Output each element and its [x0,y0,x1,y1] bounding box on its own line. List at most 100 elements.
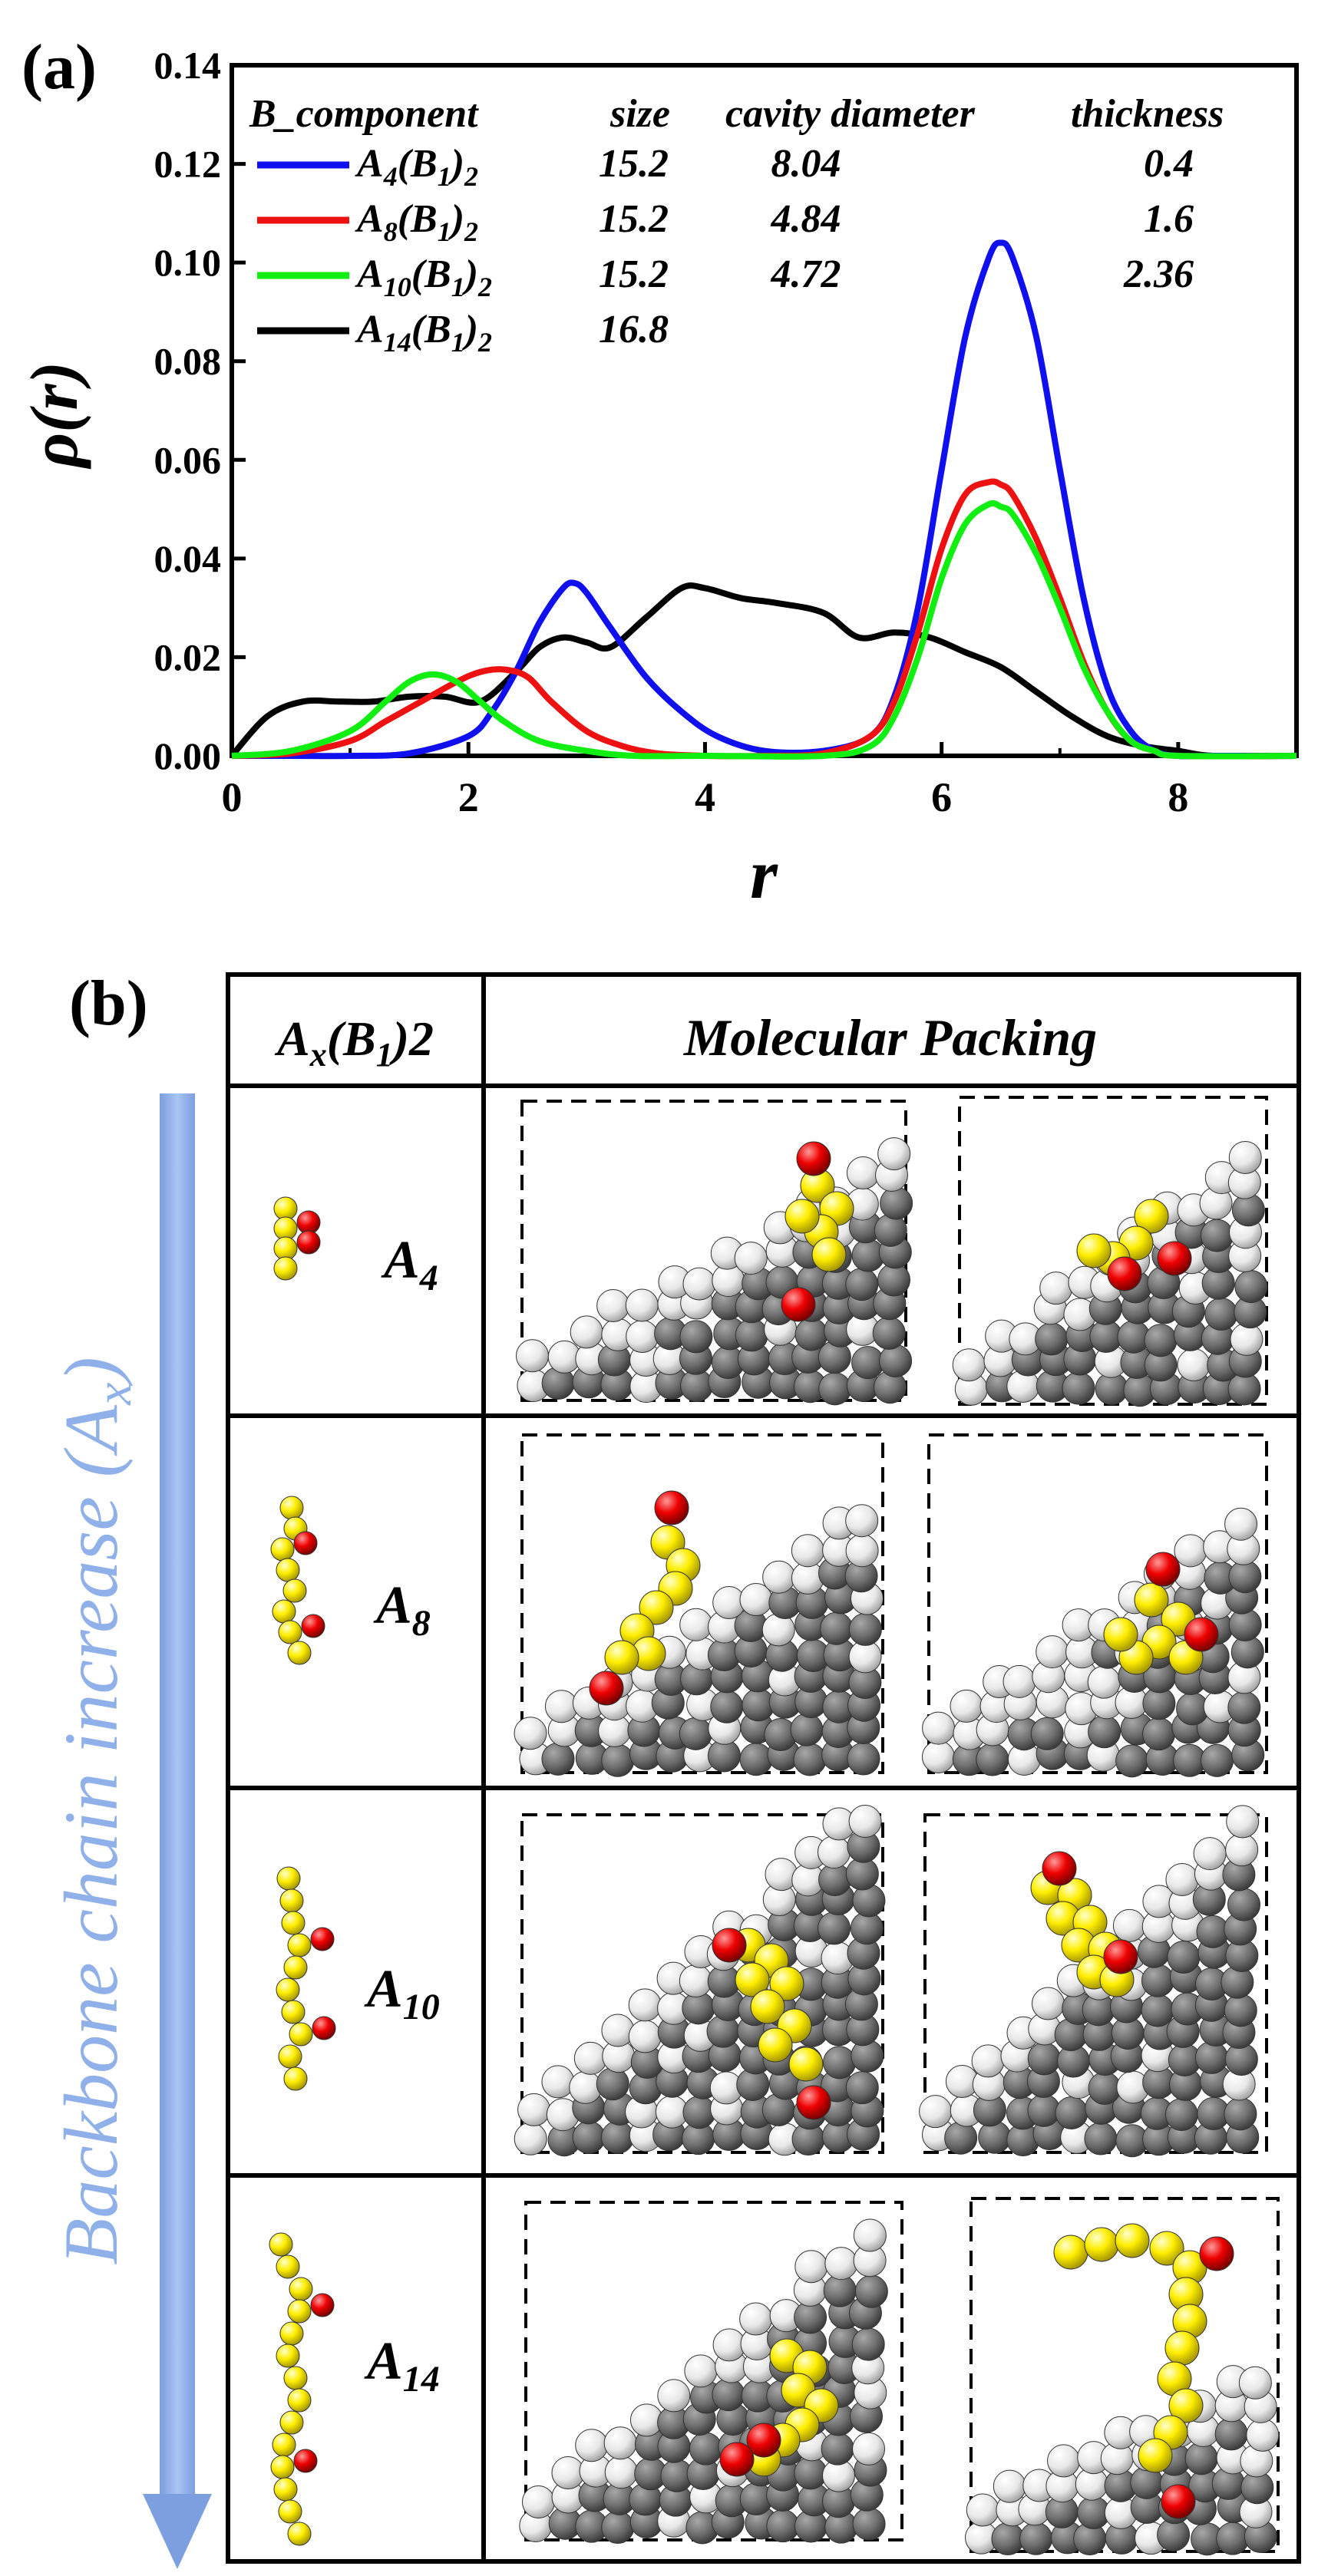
backbone-bead [1061,1928,1096,1963]
dark-bead [1228,1608,1262,1641]
dark-bead [773,2403,807,2436]
light-bead [679,1964,712,1998]
dark-bead [1227,1888,1260,1921]
dark-bead [1148,1291,1181,1324]
light-bead [517,2093,551,2126]
backbone-bead [1053,2235,1088,2270]
dark-bead [794,1993,827,2027]
dark-bead [821,1738,855,1772]
backbone-bead [604,1640,639,1675]
dark-bead [790,1713,824,1746]
dark-bead [1062,2066,1095,2099]
dark-bead [1151,1239,1185,1272]
dark-bead [1143,1660,1177,1694]
light-bead [945,2064,979,2098]
dark-bead [822,1659,856,1693]
dark-bead [548,2506,582,2540]
dark-bead [658,1716,692,1750]
light-bead [712,1910,746,1944]
light-bead [983,1665,1016,1699]
dark-bead [821,2069,854,2103]
dark-bead [1118,1270,1152,1304]
header-ax-b1: Ax(B1)2 [274,1011,434,1074]
dark-bead [683,1739,717,1773]
dark-bead [1144,1324,1178,1357]
dark-bead [1011,1343,1045,1377]
dark-bead [821,2093,855,2127]
light-bead [1036,1635,1069,1669]
dark-bead [1142,2066,1176,2099]
side-bead [293,1531,318,1555]
backbone-bead [666,1548,701,1583]
dark-bead [795,2014,829,2047]
backbone-bead [777,2008,812,2043]
dark-bead [1003,2066,1036,2099]
dark-bead [601,1743,635,1777]
dark-bead [1194,2040,1228,2074]
y-tick-label: 0.06 [154,438,222,481]
legend-size-value: 15.2 [599,197,669,241]
dark-bead [1228,1239,1262,1272]
dark-bead [821,1882,855,1915]
molecule-schematic-1 [270,1496,325,1665]
dark-bead [944,2121,978,2155]
dark-bead [1032,2117,1066,2151]
dark-bead [847,1936,880,1970]
dark-bead [794,2456,827,2490]
light-bead [1199,1186,1233,1220]
panel-a-label: (a) [21,31,97,103]
light-bead [657,2379,691,2413]
light-bead [875,1158,909,1192]
molecule-schematic-2 [276,1866,336,2091]
backbone-bead [279,2321,304,2346]
light-bead [972,2067,1006,2101]
dark-bead [1112,2090,1145,2124]
light-bead [971,2044,1005,2078]
dark-bead [572,2091,606,2125]
dark-bead [740,1710,774,1744]
light-bead [658,1265,692,1299]
light-bead [1174,1534,1207,1568]
dark-bead [821,1266,855,1300]
dark-bead [1222,1858,1256,1892]
backbone-bead [811,1237,847,1272]
dark-bead [1085,2091,1118,2125]
side-bead [1042,1851,1077,1886]
dark-bead [1171,1992,1204,2026]
backbone-bead [1168,1640,1204,1675]
light-bead [708,1610,742,1644]
dark-bead [1026,2064,1060,2098]
light-bead [519,2508,553,2542]
dark-bead [1114,1635,1148,1669]
packing-snapshot [919,1805,1260,2158]
light-bead [1100,2442,1134,2475]
dark-bead [1091,1635,1125,1669]
dark-bead [976,1713,1009,1746]
light-bead [993,2469,1026,2503]
dark-bead [689,2480,723,2514]
light-bead [763,1211,797,1245]
dark-bead [828,2324,862,2358]
light-bead [765,1858,798,1892]
dark-bead [795,1882,829,1916]
dark-bead [789,2045,823,2079]
dark-bead [847,2117,880,2151]
dark-bead [851,2094,884,2128]
dark-bead [1225,1581,1259,1615]
backbone-bead [273,1256,298,1281]
dark-bead [710,1690,744,1723]
dark-bead [1146,1609,1180,1643]
light-bead [684,1935,718,1969]
backbone-bead [287,2388,312,2413]
dark-bead [685,2511,719,2545]
dark-bead [1175,1638,1209,1672]
light-bead [1225,1833,1259,1867]
light-bead [715,2350,748,2383]
backbone-bead [788,2047,824,2082]
light-bead [1183,2390,1217,2423]
dark-bead [1204,1561,1237,1595]
backbone-bead [281,1911,306,1935]
dark-bead [848,1666,882,1700]
light-bead [794,1836,828,1869]
dark-bead [765,1265,799,1299]
